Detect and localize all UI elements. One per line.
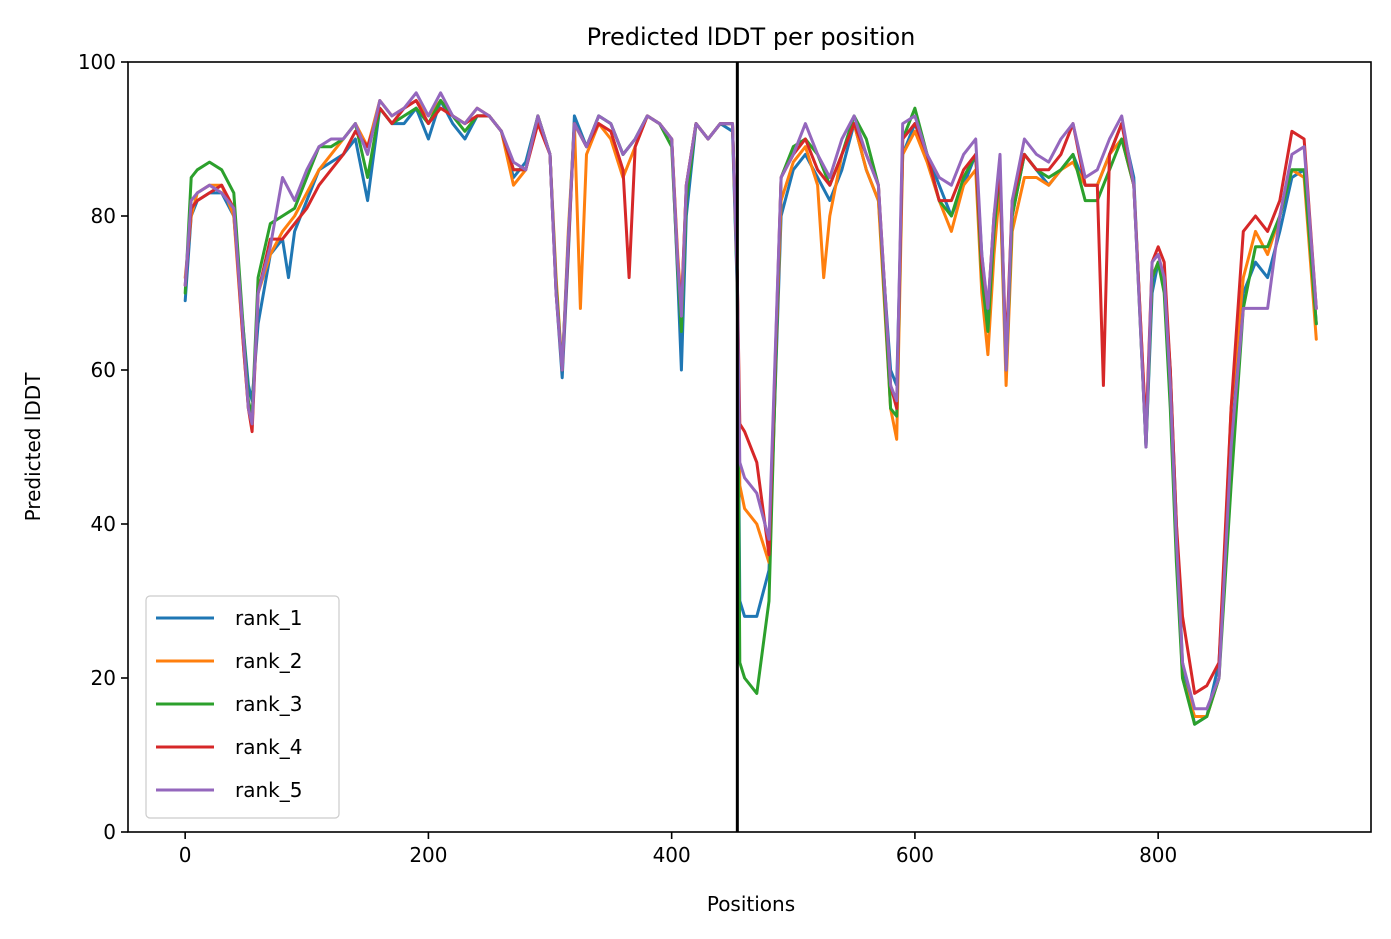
legend: rank_1 rank_2 rank_3 rank_4 rank_5 — [145, 595, 340, 819]
x-axis-ticks: 0 200 400 600 800 — [179, 832, 1177, 867]
series-line-rank-5 — [183, 91, 1318, 711]
legend-frame — [145, 595, 340, 819]
legend-label: rank_1 — [235, 606, 302, 630]
legend-label: rank_3 — [235, 692, 302, 716]
y-tick-label: 80 — [91, 204, 116, 228]
x-axis-label: Positions — [707, 892, 795, 916]
x-tick-label: 200 — [409, 843, 447, 867]
y-tick-label: 20 — [91, 666, 116, 690]
x-tick-label: 800 — [1139, 843, 1177, 867]
legend-label: rank_4 — [235, 735, 302, 759]
chart-title: Predicted lDDT per position — [587, 23, 916, 51]
x-tick-label: 400 — [653, 843, 691, 867]
plot-frame — [127, 61, 1372, 833]
x-tick-label: 0 — [179, 843, 192, 867]
y-axis-label: Predicted lDDT — [21, 372, 45, 522]
legend-label: rank_2 — [235, 649, 302, 673]
legend-label: rank_5 — [235, 778, 302, 802]
legend-items: rank_1 rank_2 rank_3 rank_4 rank_5 — [156, 606, 302, 802]
y-axis-ticks: 0 20 40 60 80 100 — [78, 50, 128, 844]
plot-area — [127, 61, 1372, 833]
y-tick-label: 100 — [78, 50, 116, 74]
series-lines — [183, 91, 1318, 726]
x-tick-label: 600 — [896, 843, 934, 867]
y-tick-label: 40 — [91, 512, 116, 536]
y-tick-label: 0 — [103, 820, 116, 844]
y-tick-label: 60 — [91, 358, 116, 382]
